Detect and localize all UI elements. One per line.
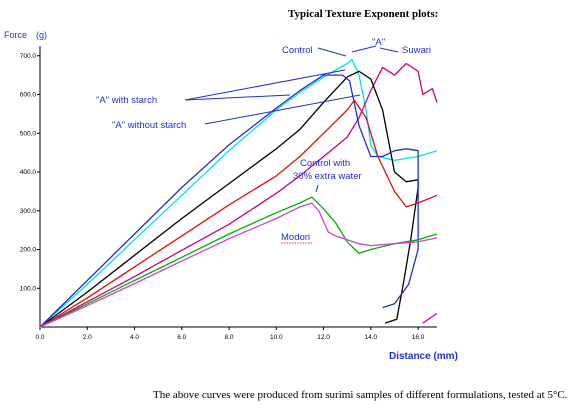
x-tick-label: 16.0 xyxy=(412,334,425,341)
y-tick-label: 600.0 xyxy=(20,92,37,99)
page-heading: Typical Texture Exponent plots: xyxy=(288,8,439,20)
annotation-pointer xyxy=(315,184,319,193)
series-line-0 xyxy=(39,58,438,328)
series-line-2 xyxy=(39,70,419,328)
annotation-label: Suwari xyxy=(402,45,431,56)
annotation-label: Control xyxy=(282,45,313,56)
y-tick-label: 400.0 xyxy=(20,169,37,176)
x-tick-label: 2.0 xyxy=(83,334,92,341)
annotation-pointer xyxy=(317,47,347,57)
series-line-5 xyxy=(39,196,438,328)
annotation-label: "A" with starch xyxy=(96,95,157,106)
series-line-7 xyxy=(422,312,438,324)
annotation-pointer xyxy=(351,45,377,53)
annotation-label: "A" without starch xyxy=(112,120,186,131)
x-axis-label: Distance (mm) xyxy=(389,351,458,362)
series-line-1 xyxy=(39,62,438,328)
annotation-pointer xyxy=(204,94,361,125)
x-tick-label: 10.0 xyxy=(270,334,283,341)
y-tick-label: 200.0 xyxy=(20,247,37,254)
annotation-pointer xyxy=(184,94,291,101)
series-line-6 xyxy=(39,202,438,328)
x-tick-label: 8.0 xyxy=(225,334,234,341)
x-tick-label: 0.0 xyxy=(35,334,44,341)
y-tick-label: 100.0 xyxy=(20,285,37,292)
series-line-4 xyxy=(39,99,438,328)
x-tick-label: 6.0 xyxy=(177,334,186,341)
y-axis-label: Force xyxy=(4,30,27,40)
x-tick-label: 4.0 xyxy=(130,334,139,341)
x-tick-label: 14.0 xyxy=(365,334,378,341)
y-tick-label: 700.0 xyxy=(20,53,37,60)
y-axis-unit: (g) xyxy=(36,30,47,40)
annotation-label: 30% extra water xyxy=(293,171,362,182)
y-tick-label: 500.0 xyxy=(20,130,37,137)
annotation-label: Modori xyxy=(281,232,310,243)
x-tick-label: 12.0 xyxy=(317,334,330,341)
annotation-label: "A" xyxy=(372,37,385,48)
annotation-pointer xyxy=(184,69,346,101)
y-tick-label: 300.0 xyxy=(20,208,37,215)
annotation-pointer xyxy=(379,47,399,53)
annotation-label: Control with xyxy=(300,158,350,169)
page-caption: The above curves were produced from suri… xyxy=(153,389,568,401)
series-line-3 xyxy=(39,74,419,328)
